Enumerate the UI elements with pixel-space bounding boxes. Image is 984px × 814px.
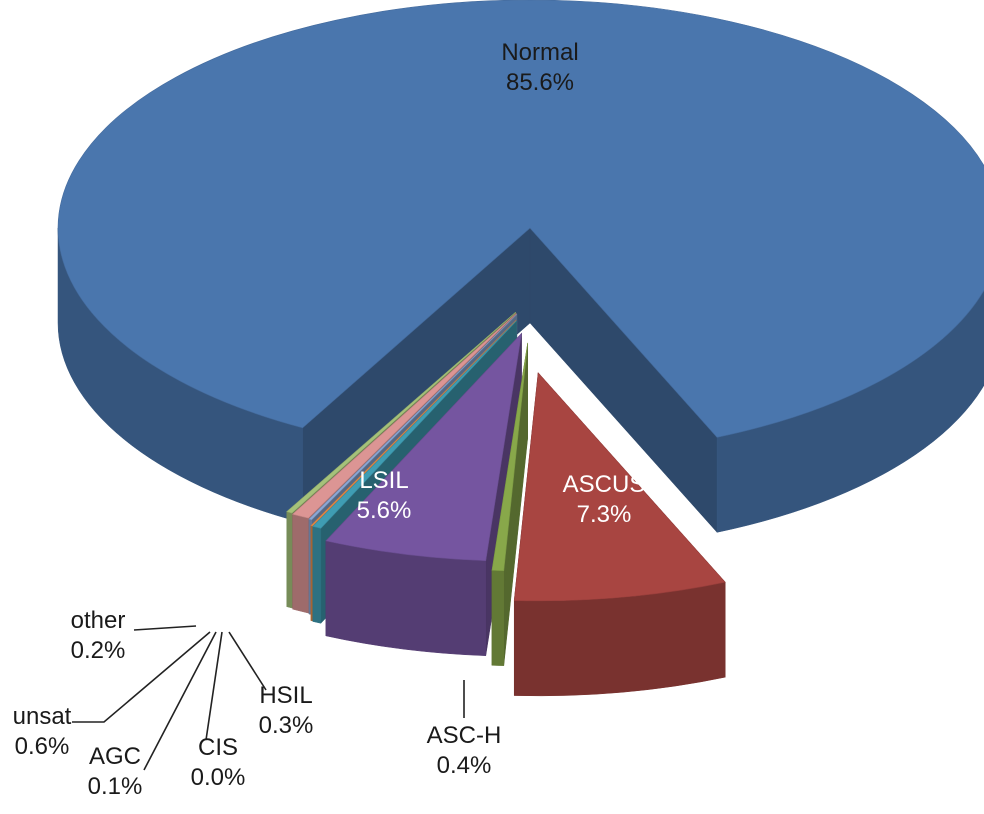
slice-other — [286, 312, 516, 514]
data-label-normal-name: Normal — [501, 39, 578, 66]
data-label-unsat-name: unsat — [13, 703, 72, 730]
data-label-agc-name: AGC — [89, 743, 141, 770]
data-label-other-value: 0.2% — [71, 637, 126, 664]
leader-line-cis — [205, 631, 223, 741]
data-label-lsil-name: LSIL — [359, 467, 408, 494]
data-label-cis-name: CIS — [198, 734, 238, 761]
data-label-ascus-value: 7.3% — [577, 501, 632, 528]
data-label-hsil-value: 0.3% — [259, 712, 314, 739]
slice-ascus — [513, 372, 726, 602]
data-labels: Normal 85.6% ASCUS 7.3% ASC-H 0.4% LSIL 5.6% HSI… — [13, 39, 646, 800]
data-label-hsil-name: HSIL — [259, 682, 312, 709]
leader-line-hsil — [228, 631, 267, 691]
slice-normal — [57, 0, 984, 438]
slice-asc-h — [491, 342, 529, 571]
leader-line-unsat — [72, 631, 211, 723]
data-label-asc-h-name: ASC-H — [427, 722, 502, 749]
slice-hsil — [312, 320, 517, 529]
data-label-asc-h-value: 0.4% — [437, 752, 492, 779]
data-label-normal-value: 85.6% — [506, 69, 574, 96]
data-label-other-name: other — [71, 607, 126, 634]
data-label-cis-value: 0.0% — [191, 764, 246, 791]
slice-agc — [308, 314, 518, 520]
data-label-ascus-name: ASCUS — [563, 471, 646, 498]
slice-unsat — [292, 313, 517, 519]
data-label-unsat-value: 0.6% — [15, 733, 70, 760]
data-label-agc-value: 0.1% — [88, 773, 143, 800]
leader-lines — [72, 625, 465, 771]
data-label-lsil-value: 5.6% — [357, 497, 412, 524]
slice-tops — [57, 0, 984, 602]
slice-lsil — [325, 332, 522, 562]
slice-cis — [310, 320, 517, 527]
leader-line-agc — [143, 631, 217, 771]
leader-line-other — [133, 625, 197, 631]
